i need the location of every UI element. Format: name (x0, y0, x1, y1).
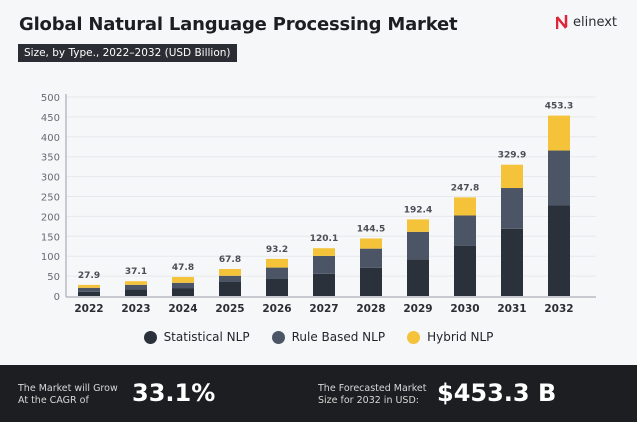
x-tick-label: 2029 (403, 303, 432, 315)
bar-segment-hybrid (548, 115, 570, 151)
x-tick-label: 2025 (215, 303, 244, 315)
x-tick-label: 2030 (450, 303, 479, 315)
x-tick-label: 2022 (74, 303, 103, 315)
bar-segment-statistical (501, 228, 523, 296)
bar-segment-rule-based (501, 188, 523, 229)
cagr-label: The Market will Grow At the CAGR of (18, 383, 118, 406)
bar-segment-hybrid (78, 284, 100, 288)
y-tick-label: 150 (41, 232, 60, 243)
x-tick-label: 2026 (262, 303, 291, 315)
y-tick-label: 250 (41, 193, 60, 204)
bar-segment-hybrid (407, 219, 429, 232)
data-label: 453.3 (545, 102, 573, 112)
cagr-value: 33.1% (132, 379, 216, 407)
bar-segment-statistical (78, 291, 100, 296)
y-tick-label: 200 (41, 212, 60, 223)
data-label: 192.4 (404, 205, 432, 215)
bar-segment-rule-based (548, 150, 570, 206)
bar-segment-statistical (219, 281, 241, 296)
legend: Statistical NLP Rule Based NLP Hybrid NL… (0, 330, 637, 344)
bar-segment-rule-based (219, 275, 241, 282)
bar-segment-rule-based (266, 267, 288, 279)
summary-band: The Market will Grow At the CAGR of 33.1… (0, 365, 637, 422)
legend-item-hybrid: Hybrid NLP (407, 330, 493, 344)
bar-segment-rule-based (172, 282, 194, 289)
bar-segment-statistical (313, 273, 335, 296)
chart-subtitle: Size, by Type., 2022–2032 (USD Billion) (18, 44, 237, 62)
x-tick-label: 2024 (168, 303, 197, 315)
bar-segment-hybrid (266, 258, 288, 268)
x-tick-label: 2031 (497, 303, 526, 315)
bar-segment-statistical (266, 278, 288, 296)
chart-title: Global Natural Language Processing Marke… (19, 14, 458, 35)
data-label: 120.1 (310, 234, 338, 244)
bar-segment-rule-based (360, 248, 382, 268)
legend-item-statistical: Statistical NLP (143, 330, 250, 344)
bar-segment-statistical (407, 259, 429, 296)
x-tick-label: 2028 (356, 303, 385, 315)
stacked-bar-chart: 0 50 100 150 200 250 300 350 400 450 500 27.9 2022 37… (41, 93, 596, 315)
bar-segment-rule-based (407, 231, 429, 260)
y-tick-label: 350 (41, 153, 60, 164)
y-tick-label: 500 (41, 93, 60, 104)
legend-label: Hybrid NLP (427, 330, 494, 344)
y-tick-label: 100 (41, 252, 60, 263)
data-label: 144.5 (357, 224, 385, 234)
bar-segment-hybrid (125, 281, 147, 285)
data-label: 329.9 (498, 151, 526, 161)
bar-segment-statistical (172, 288, 194, 296)
x-tick-label: 2027 (309, 303, 338, 315)
bar-segment-rule-based (454, 215, 476, 246)
y-tick-label: 0 (54, 292, 60, 303)
bar-segment-rule-based (313, 255, 335, 274)
y-tick-label: 300 (41, 173, 60, 184)
legend-swatch (143, 330, 157, 344)
data-label: 47.8 (172, 263, 194, 273)
bar-segment-rule-based (125, 284, 147, 290)
data-label: 37.1 (125, 267, 147, 277)
bar-segment-hybrid (360, 238, 382, 249)
logo-text: elinext (573, 14, 618, 30)
bar-segment-hybrid (219, 269, 241, 276)
x-tick-label: 2032 (544, 303, 573, 315)
legend-swatch (271, 330, 285, 344)
legend-label: Statistical NLP (163, 330, 250, 344)
forecast-value: $453.3 B (437, 379, 557, 407)
data-label: 67.8 (219, 255, 241, 265)
elinext-logo-icon (556, 15, 568, 29)
bar-segment-hybrid (454, 197, 476, 216)
bar-segment-statistical (454, 245, 476, 296)
data-label: 93.2 (266, 245, 288, 255)
logo: elinext (556, 14, 617, 30)
data-label: 247.8 (451, 183, 479, 193)
legend-item-rule-based: Rule Based NLP (271, 330, 386, 344)
bar-segment-hybrid (501, 164, 523, 189)
x-tick-label: 2023 (121, 303, 150, 315)
legend-label: Rule Based NLP (291, 330, 386, 344)
bar-segment-statistical (548, 205, 570, 296)
bar-segment-statistical (125, 289, 147, 296)
legend-swatch (407, 330, 421, 344)
y-tick-label: 450 (41, 113, 60, 124)
data-label: 27.9 (78, 271, 100, 281)
bar-segment-statistical (360, 267, 382, 296)
forecast-label: The Forecasted Market Size for 2032 in U… (318, 383, 427, 406)
bar-segment-rule-based (78, 287, 100, 292)
bar-segment-hybrid (313, 248, 335, 256)
y-tick-label: 400 (41, 133, 60, 144)
bar-segment-hybrid (172, 276, 194, 283)
y-tick-label: 50 (47, 272, 60, 283)
